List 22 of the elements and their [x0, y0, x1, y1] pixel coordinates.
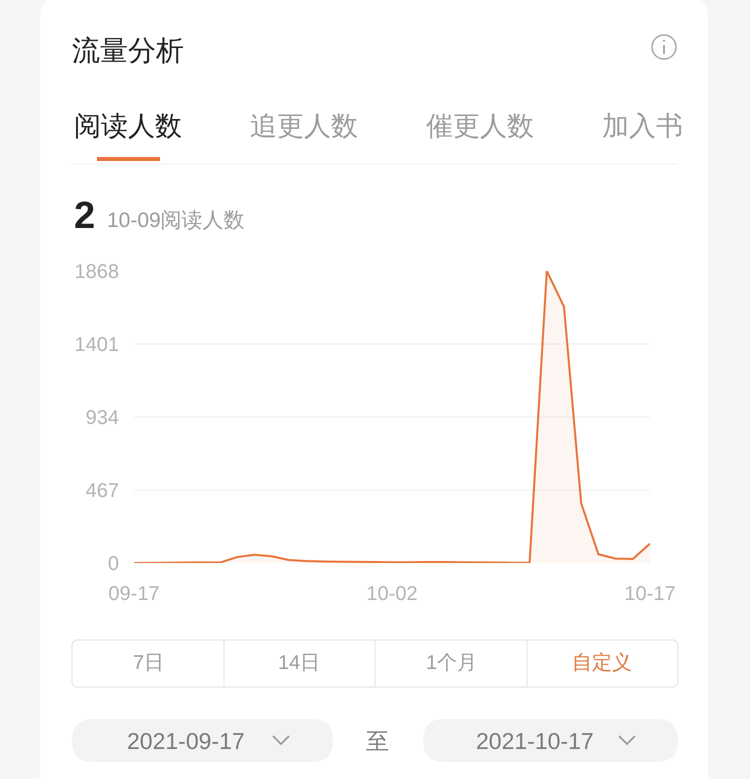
text: 阅读人数 — [74, 111, 182, 141]
y-tick-label: 467 — [86, 480, 119, 502]
x-tick-label: 10-17 — [624, 583, 676, 605]
text: 2021-09-17 — [127, 728, 245, 754]
text: 2021-10-17 — [476, 728, 594, 754]
chart-title: 流量分析 — [72, 34, 184, 66]
text: 2 — [74, 195, 96, 237]
text: 14日 — [278, 652, 320, 674]
text: 自定义 — [572, 652, 632, 674]
y-tick-label: 1401 — [74, 334, 119, 356]
y-tick-label: 0 — [108, 553, 119, 575]
text: 7日 — [133, 652, 164, 674]
text: 至 — [366, 728, 389, 754]
y-tick-label: 934 — [86, 407, 119, 429]
y-tick-label: 1868 — [74, 261, 119, 283]
text: 追更人数 — [250, 111, 358, 141]
x-tick-label: 10-02 — [366, 583, 418, 605]
x-tick-label: 09-17 — [108, 583, 160, 605]
text: 加入书 — [602, 111, 683, 141]
text: 10-09阅读人数 — [107, 209, 245, 232]
text: 1个月 — [426, 652, 478, 674]
text: 催更人数 — [426, 111, 534, 141]
